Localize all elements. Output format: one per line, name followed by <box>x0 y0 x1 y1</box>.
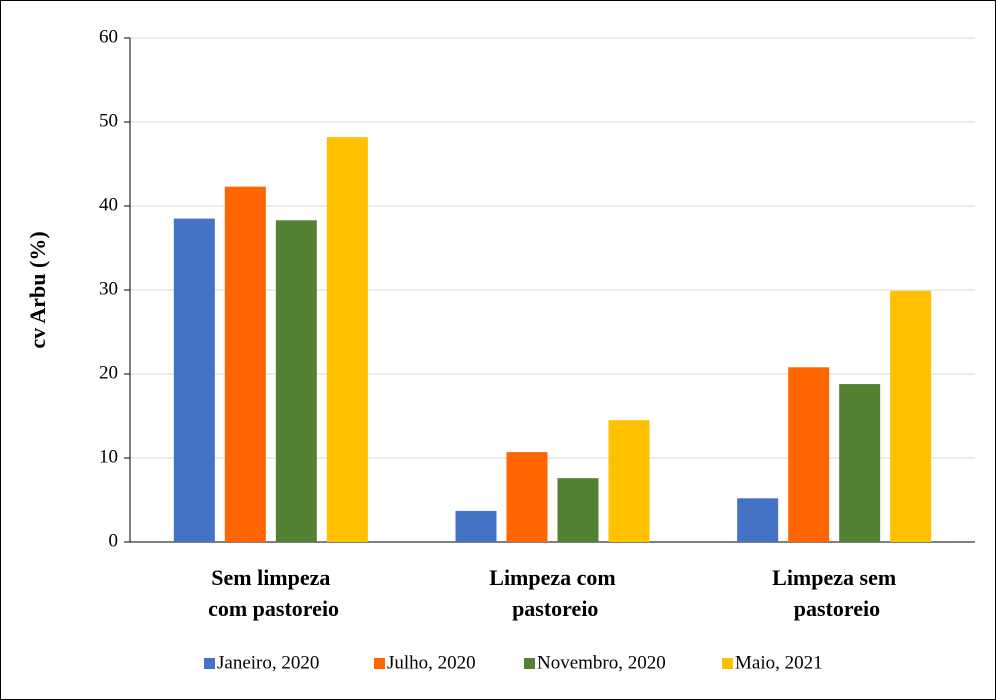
legend-swatch <box>374 658 385 669</box>
bar <box>326 137 368 542</box>
bar <box>788 367 830 542</box>
legend-label: Janeiro, 2020 <box>217 652 319 673</box>
legend-label: Maio, 2021 <box>735 652 823 673</box>
y-tick-label: 50 <box>99 110 118 131</box>
bar <box>608 420 650 542</box>
bar <box>224 186 266 542</box>
y-tick-label: 0 <box>109 530 119 551</box>
legend-label: Novembro, 2020 <box>537 652 666 673</box>
bar <box>173 218 215 542</box>
bar <box>455 510 497 542</box>
legend-swatch <box>204 658 215 669</box>
bar <box>275 220 317 542</box>
bar <box>557 478 599 542</box>
x-tick-label: Sem limpeza com pastoreio <box>203 565 339 621</box>
y-tick-label: 10 <box>99 446 118 467</box>
y-axis-label: cv Arbu (%) <box>25 231 50 348</box>
legend-label: Julho, 2020 <box>387 652 476 673</box>
x-tick-label: Limpeza sem pastoreio <box>772 565 896 621</box>
bar <box>890 290 932 542</box>
legend-swatch <box>524 658 535 669</box>
y-tick-label: 30 <box>99 278 118 299</box>
legend-swatch <box>722 658 733 669</box>
y-tick-label: 40 <box>99 194 118 215</box>
bar <box>506 452 548 542</box>
x-tick-label: Limpeza com pastoreio <box>489 565 615 621</box>
bar <box>737 498 779 542</box>
bar <box>839 384 881 542</box>
y-tick-label: 60 <box>99 26 118 47</box>
y-tick-label: 20 <box>99 362 118 383</box>
